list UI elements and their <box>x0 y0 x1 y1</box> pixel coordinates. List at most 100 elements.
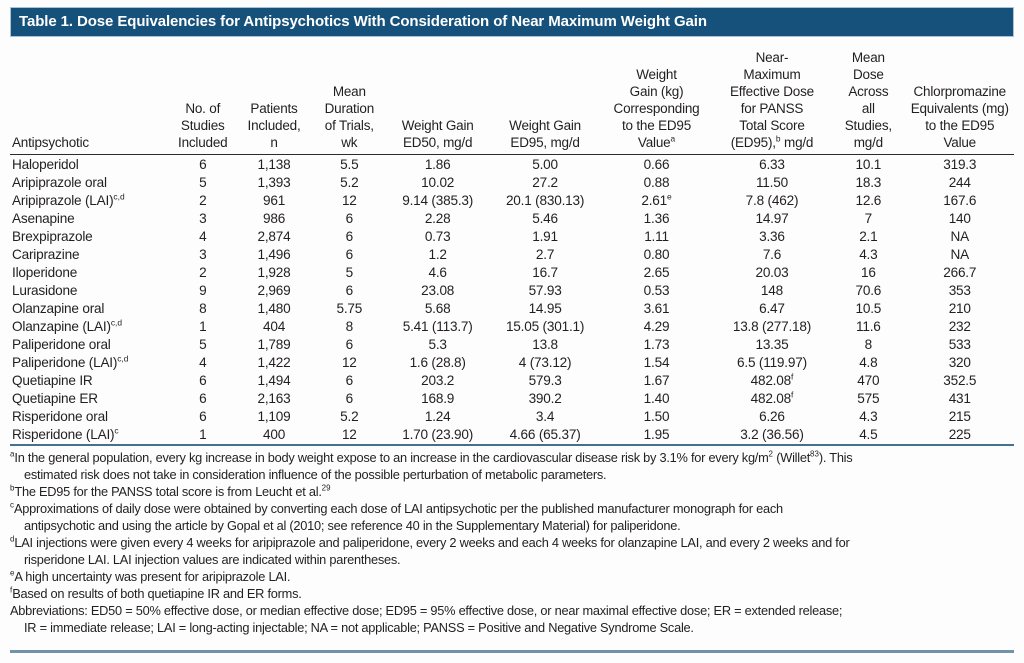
table-cell: 1.91 <box>532 229 558 244</box>
table-cell: 6 <box>345 373 354 388</box>
table-cell: 1.73 <box>643 337 670 352</box>
drug-name-cell: Aripiprazole oral <box>12 175 107 190</box>
table-cell: 18.3 <box>855 175 882 190</box>
table-cell: 2.7 <box>535 247 555 262</box>
table-cell: 1.67 <box>643 373 670 388</box>
table-cell: 5.68 <box>424 301 451 316</box>
table-cell: 4 <box>199 229 207 244</box>
table-row: Cariprazine 3 1,496 6 1.2 2.7 0.80 7.6 4.3 NA <box>10 246 1014 264</box>
table-cell: 7.8 (462) <box>745 193 799 208</box>
table-cell: 2,874 <box>257 229 291 244</box>
table-cell: 3.61 <box>643 301 670 316</box>
table-cell: 210 <box>948 301 971 316</box>
table-cell: 70.6 <box>855 283 882 298</box>
drug-name-cell: Iloperidone <box>12 265 78 280</box>
table-cell: 1 <box>199 319 207 334</box>
table-cell: 2.61e <box>641 192 672 208</box>
column-header: Antipsychotic <box>10 37 171 155</box>
table-cell: 8 <box>199 301 207 316</box>
drug-name-cell: Paliperidone oral <box>12 337 111 352</box>
table-cell: 20.1 (830.13) <box>505 193 585 208</box>
table-cell: 5.5 <box>340 157 359 172</box>
footnote: aIn the general population, every kg inc… <box>10 449 853 482</box>
table-cell: 4.66 (65.37) <box>489 426 601 446</box>
table-cell: 23.08 <box>421 283 455 298</box>
table-cell: 1,494 <box>257 373 291 388</box>
table-cell: 2.1 <box>859 229 878 244</box>
table-cell: 6.33 <box>759 157 785 172</box>
table-cell: 10.5 <box>855 301 882 316</box>
footnote: eA high uncertainty was present for arip… <box>10 568 291 584</box>
table-cell: 3.36 <box>759 229 785 244</box>
table-cell: 14.97 <box>755 211 789 226</box>
table-cell: 5.46 <box>532 211 558 226</box>
table-cell: 6.5 (119.97) <box>737 355 807 370</box>
table-cell: 1.24 <box>424 409 451 424</box>
table-title-bar: Table 1. Dose Equivalencies for Antipsyc… <box>10 7 1014 37</box>
table-title: Table 1. Dose Equivalencies for Antipsyc… <box>19 13 707 30</box>
table-row: Paliperidone oral 5 1,789 6 5.3 13.8 1.73 13.35… <box>10 336 1014 354</box>
table-cell: 533 <box>948 337 971 352</box>
table-cell: 404 <box>262 319 286 334</box>
table-cell: 6 <box>345 211 354 226</box>
table-cell: 4.5 <box>831 426 906 446</box>
table-cell: 225 <box>905 426 1014 446</box>
column-header: Patients Included, n <box>234 37 314 155</box>
table-body: Haloperidol 6 1,138 5.5 1.86 5.00 0.66 6.33 10.1… <box>10 155 1014 446</box>
table-cell: 2.65 <box>643 265 670 280</box>
table-cell: 6 <box>199 391 207 406</box>
table-cell: 6 <box>345 247 354 262</box>
table-cell: 13.8 (277.18) <box>732 319 812 334</box>
column-header: Weight Gain ED95, mg/d <box>489 37 601 155</box>
table-cell: 0.88 <box>643 175 670 190</box>
table-cell: 4.29 <box>643 319 670 334</box>
table-cell: 9 <box>199 283 207 298</box>
table-cell: 6 <box>345 229 354 244</box>
table-cell: 14.95 <box>528 301 562 316</box>
table-cell: 352.5 <box>943 373 977 388</box>
drug-name-cell: Paliperidone (LAI)c,d <box>12 354 129 370</box>
table-cell: 168.9 <box>421 391 455 406</box>
table-cell: 1,928 <box>257 265 291 280</box>
abbreviations: Abbreviations: ED50 = 50% effective dose… <box>10 603 843 635</box>
table-cell: 5.41 (113.7) <box>402 319 473 334</box>
table-cell: 13.8 <box>532 337 558 352</box>
table-cell: 4.3 <box>859 247 878 262</box>
table-cell: 140 <box>948 211 971 226</box>
table-cell: 7 <box>864 211 873 226</box>
drug-name-cell: Olanzapine (LAI)c,d <box>12 318 123 334</box>
table-cell: 244 <box>948 175 971 190</box>
table-cell: 6 <box>199 409 207 424</box>
table-cell: 4 (73.12) <box>518 355 572 370</box>
dose-equivalency-table: Antipsychotic No. of Studies Included Pati… <box>10 37 1014 446</box>
table-cell: 2.28 <box>424 211 451 226</box>
bottom-rule <box>10 650 1014 653</box>
table-cell: 1,789 <box>257 337 291 352</box>
table-cell: 15.05 (301.1) <box>505 319 585 334</box>
column-header: Weight Gain ED50, mg/d <box>385 37 490 155</box>
table-cell: 12 <box>313 426 386 446</box>
table-row: Risperidone (LAI)c 1 400 12 1.70 (23.90) 4.66… <box>10 426 1014 446</box>
header-row: Antipsychotic No. of Studies Included Pati… <box>10 37 1014 155</box>
table-cell: 482.08f <box>750 390 794 406</box>
table-cell: 2 <box>199 265 207 280</box>
footnote: cApproximations of daily dose were obtai… <box>10 500 783 533</box>
table-cell: 12.6 <box>855 193 882 208</box>
table-row: Aripiprazole (LAI)c,d 2 961 12 9.14 (385.3) 2… <box>10 192 1014 210</box>
table-cell: 986 <box>262 211 286 226</box>
table-cell: 1.11 <box>644 229 669 244</box>
table-cell: 10.1 <box>855 157 882 172</box>
drug-name-cell: Haloperidol <box>12 157 79 172</box>
table-cell: 431 <box>948 391 971 406</box>
drug-name-cell: Aripiprazole (LAI)c,d <box>12 192 125 208</box>
drug-name-cell: Cariprazine <box>12 247 80 262</box>
table-cell: 3 <box>199 247 207 262</box>
table-cell: 0.80 <box>643 247 670 262</box>
column-header: Mean Duration of Trials, wk <box>313 37 386 155</box>
table-cell: 1 <box>170 426 235 446</box>
table-cell: 0.66 <box>643 157 670 172</box>
table-cell: 5.00 <box>532 157 558 172</box>
table-cell: 1,393 <box>257 175 291 190</box>
table-cell: 6.47 <box>759 301 785 316</box>
